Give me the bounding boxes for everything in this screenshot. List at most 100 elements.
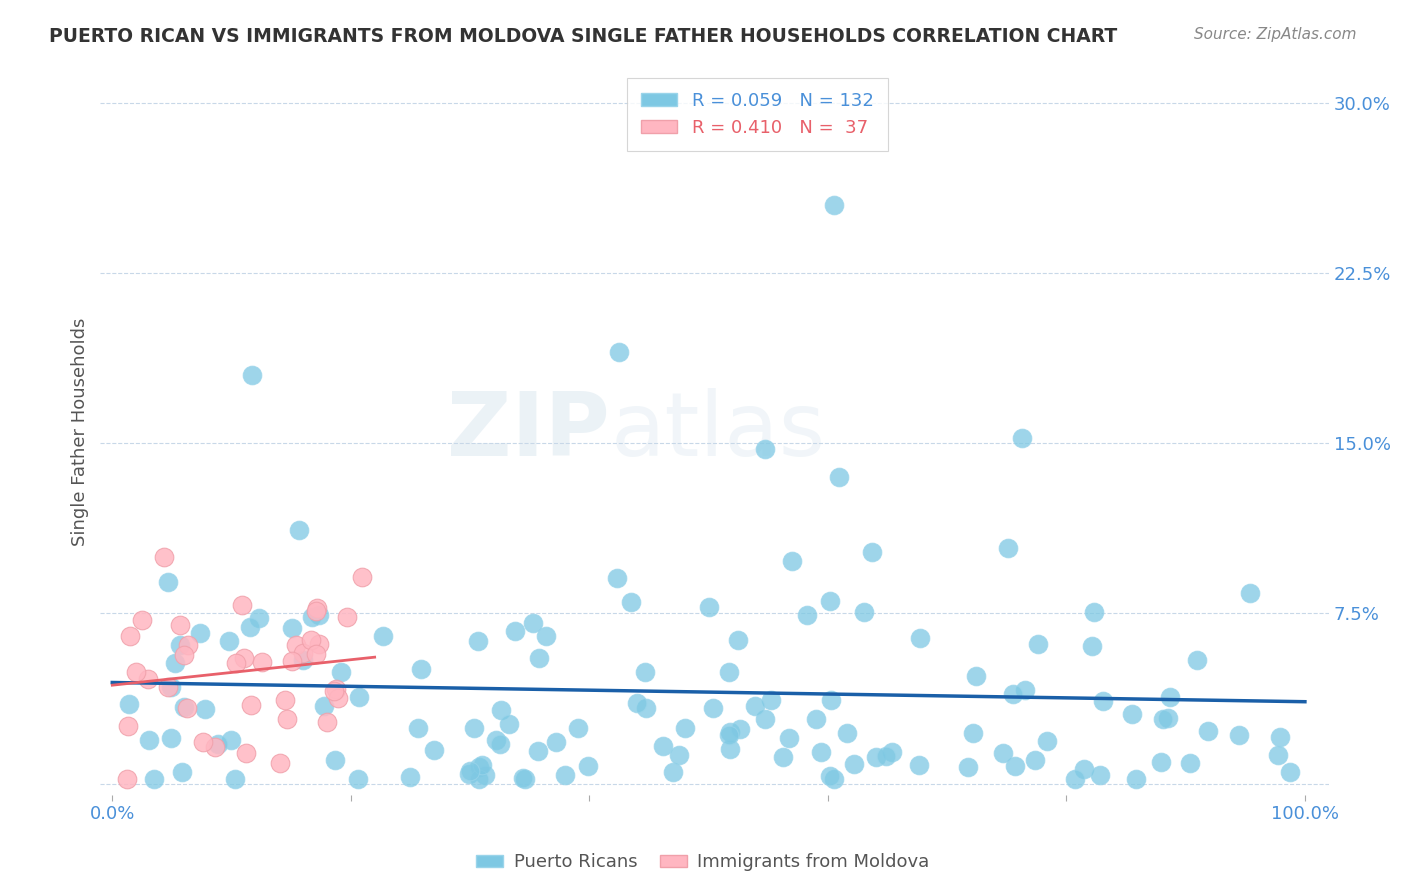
Point [177, 638, 200, 652]
Point [820, 693, 842, 707]
Point [231, 598, 253, 612]
Point [818, 594, 841, 608]
Point [224, 772, 246, 787]
Point [1239, 586, 1261, 600]
Point [1125, 772, 1147, 787]
Point [457, 766, 479, 780]
Point [512, 771, 534, 785]
Point [240, 368, 263, 382]
Point [772, 749, 794, 764]
Point [284, 638, 307, 652]
Point [908, 758, 931, 772]
Point [997, 541, 1019, 555]
Point [718, 724, 741, 739]
Point [118, 697, 141, 711]
Point [754, 713, 776, 727]
Point [305, 647, 328, 661]
Point [153, 549, 176, 564]
Point [269, 756, 291, 771]
Point [759, 693, 782, 707]
Point [1004, 759, 1026, 773]
Point [308, 637, 330, 651]
Point [371, 629, 394, 643]
Point [818, 769, 841, 783]
Point [606, 571, 628, 585]
Point [810, 745, 832, 759]
Point [316, 715, 339, 730]
Point [634, 701, 657, 715]
Point [291, 653, 314, 667]
Point [325, 681, 347, 696]
Point [336, 610, 359, 624]
Point [652, 739, 675, 753]
Point [1073, 762, 1095, 776]
Point [804, 712, 827, 726]
Point [1227, 728, 1250, 742]
Point [485, 732, 508, 747]
Point [828, 469, 851, 483]
Point [474, 768, 496, 782]
Point [1121, 706, 1143, 721]
Point [1197, 724, 1219, 739]
Point [143, 772, 166, 786]
Point [882, 745, 904, 759]
Point [837, 726, 859, 740]
Point [1088, 767, 1111, 781]
Point [156, 680, 179, 694]
Point [717, 665, 740, 679]
Point [287, 524, 309, 538]
Point [325, 753, 347, 767]
Point [1083, 605, 1105, 619]
Point [156, 574, 179, 589]
Point [796, 607, 818, 622]
Point [554, 768, 576, 782]
Point [727, 633, 749, 648]
Point [471, 758, 494, 772]
Point [176, 701, 198, 715]
Point [908, 631, 931, 645]
Point [165, 656, 187, 670]
Point [607, 345, 630, 359]
Point [281, 622, 304, 636]
Point [720, 742, 742, 756]
Point [744, 699, 766, 714]
Point [860, 545, 883, 559]
Point [489, 737, 512, 751]
Point [160, 731, 183, 746]
Point [626, 696, 648, 710]
Legend: R = 0.059   N = 132, R = 0.410   N =  37: R = 0.059 N = 132, R = 0.410 N = 37 [627, 78, 889, 152]
Point [188, 626, 211, 640]
Point [1036, 733, 1059, 747]
Point [247, 611, 270, 625]
Point [620, 595, 643, 609]
Point [702, 700, 724, 714]
Point [875, 748, 897, 763]
Point [291, 646, 314, 660]
Point [527, 744, 550, 758]
Point [1185, 653, 1208, 667]
Point [498, 716, 520, 731]
Point [1157, 711, 1180, 725]
Point [842, 756, 865, 771]
Point [138, 733, 160, 747]
Point [1279, 765, 1302, 780]
Point [219, 732, 242, 747]
Point [780, 554, 803, 568]
Point [207, 738, 229, 752]
Point [754, 442, 776, 457]
Point [305, 600, 328, 615]
Point [1014, 682, 1036, 697]
Point [409, 662, 432, 676]
Point [423, 743, 446, 757]
Point [1001, 687, 1024, 701]
Point [463, 721, 485, 735]
Point [728, 722, 751, 736]
Point [136, 672, 159, 686]
Point [1026, 637, 1049, 651]
Point [233, 650, 256, 665]
Point [225, 656, 247, 670]
Point [252, 656, 274, 670]
Point [350, 570, 373, 584]
Point [120, 629, 142, 643]
Point [567, 721, 589, 735]
